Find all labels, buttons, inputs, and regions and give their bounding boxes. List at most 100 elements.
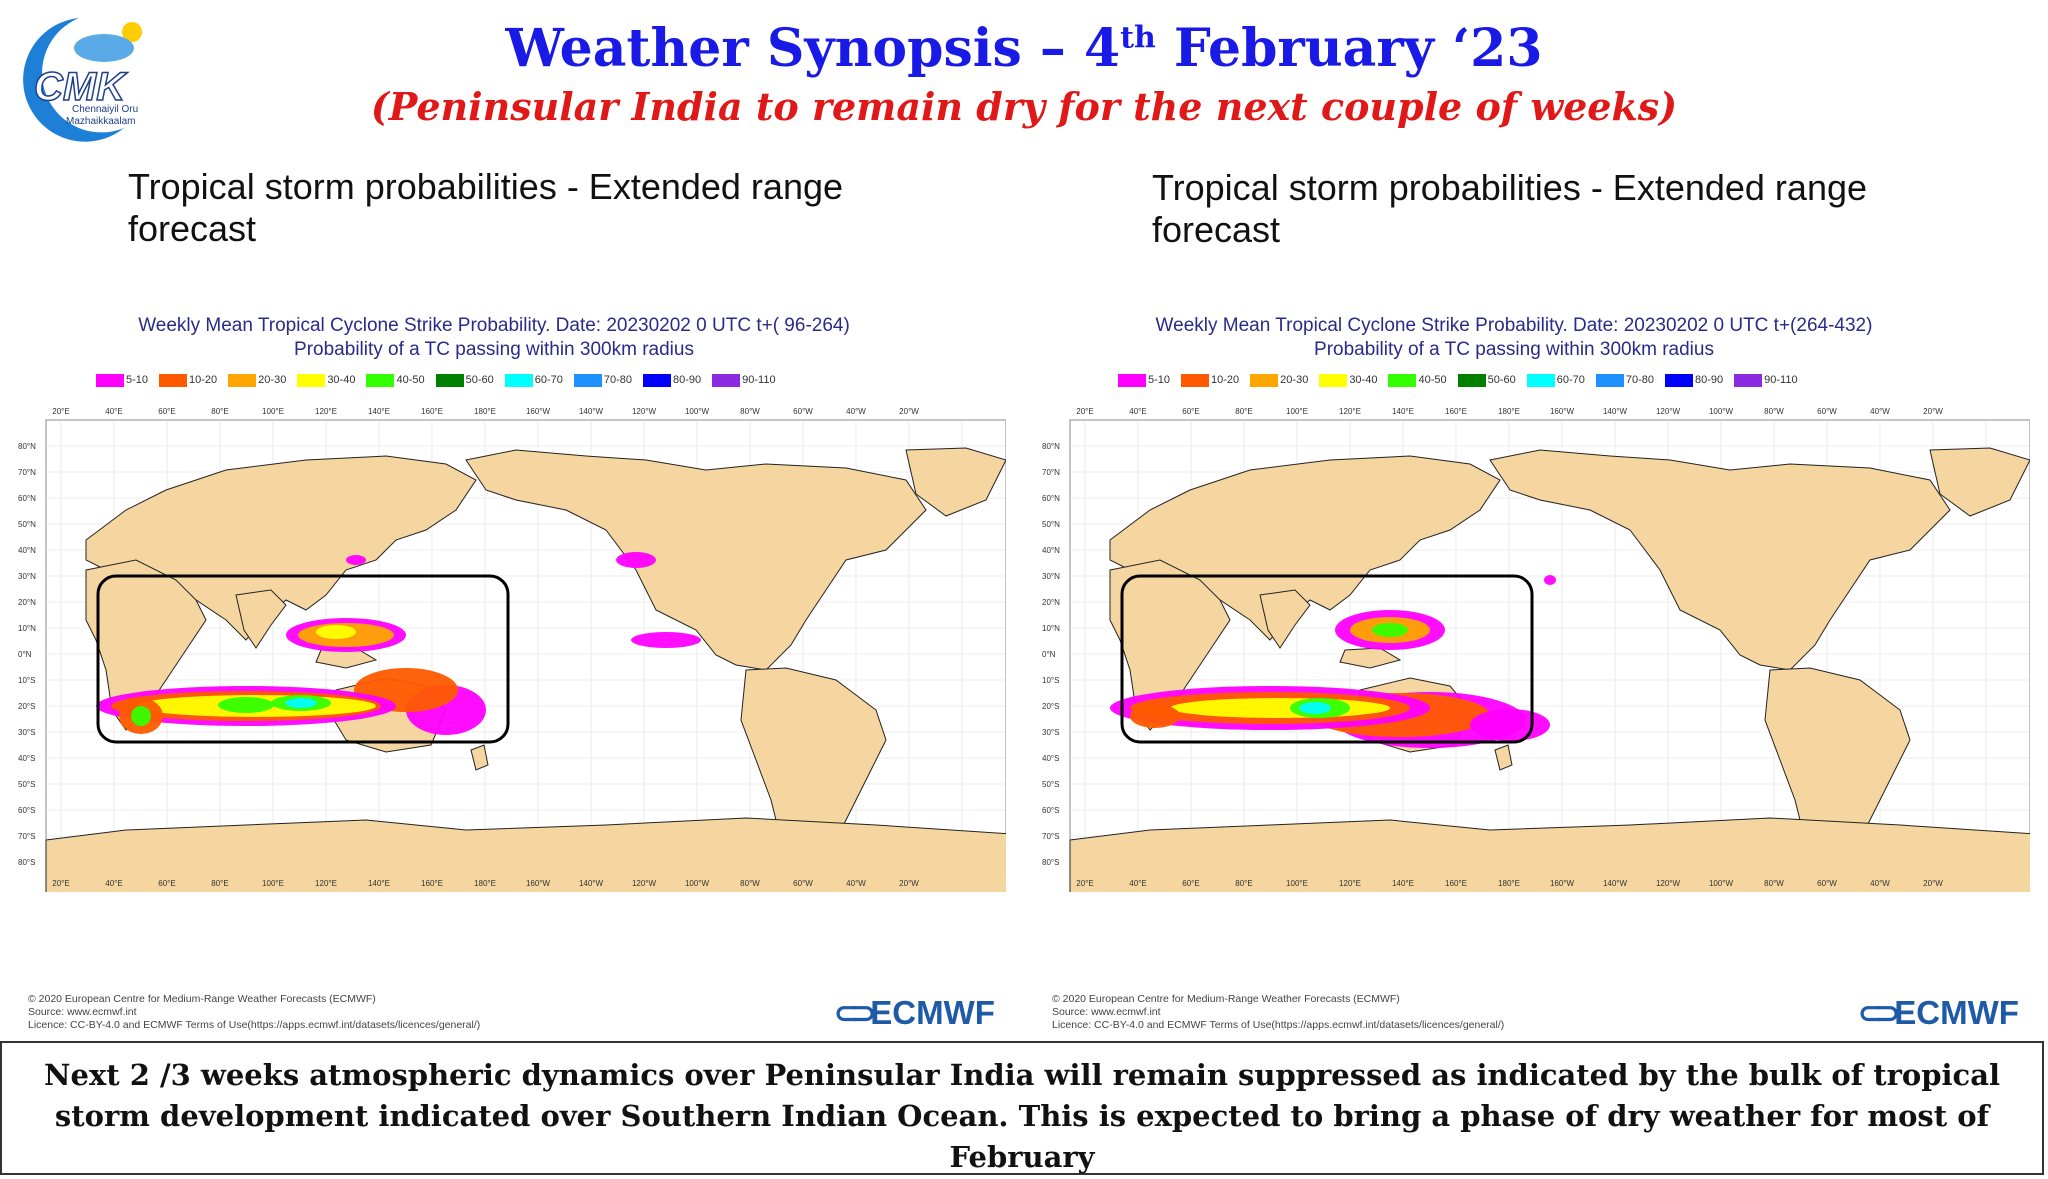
legend-label: 80-90 xyxy=(673,374,702,386)
lon-tick-label: 160°W xyxy=(1550,407,1575,416)
legend-item: 60-70 xyxy=(1526,373,1585,387)
lon-tick-label: 20°E xyxy=(1076,879,1093,888)
legend-item: 5-10 xyxy=(96,373,149,387)
legend-label: 60-70 xyxy=(534,374,563,386)
legend-swatch xyxy=(1181,373,1210,387)
lon-tick-label: 180°E xyxy=(474,407,496,416)
land-mass xyxy=(905,447,1007,517)
lat-tick-label: 60°N xyxy=(1042,494,1060,503)
lon-tick-label: 40°E xyxy=(105,407,122,416)
lon-tick-label: 80°W xyxy=(1764,407,1784,416)
lat-tick-label: 60°S xyxy=(18,806,35,815)
legend-label: 30-40 xyxy=(327,374,356,386)
lat-tick-label: 70°S xyxy=(1042,832,1059,841)
lon-tick-label: 160°W xyxy=(526,879,551,888)
lon-tick-label: 80°W xyxy=(740,879,760,888)
right-chart-title: Weekly Mean Tropical Cyclone Strike Prob… xyxy=(1155,315,1873,360)
legend-label: 5-10 xyxy=(126,374,149,386)
lat-tick-label: 40°N xyxy=(1042,546,1060,555)
legend-swatch xyxy=(297,373,326,387)
lon-tick-label: 140°W xyxy=(579,407,604,416)
lon-tick-label: 20°E xyxy=(52,879,69,888)
lat-tick-label: 80°S xyxy=(1042,858,1059,867)
probability-area xyxy=(616,552,656,568)
legend-item: 40-50 xyxy=(366,373,425,387)
lon-tick-label: 120°E xyxy=(315,407,337,416)
left-legend: 5-10 10-20 20-30 30-40 40-50 50-60 60-70 70-80 8… xyxy=(96,371,787,389)
right-ecmwf-logo: ⊂⊃ ECMWF xyxy=(1858,994,2019,1031)
lon-tick-label: 40°E xyxy=(1129,879,1146,888)
left-footer: © 2020 European Centre for Medium-Range … xyxy=(28,993,481,1031)
lat-tick-label: 40°S xyxy=(1042,754,1059,763)
lon-tick-label: 120°W xyxy=(632,407,657,416)
legend-swatch xyxy=(1388,373,1417,387)
legend-item: 90-110 xyxy=(712,373,776,387)
probability-area xyxy=(1170,698,1390,718)
lon-tick-label: 80°E xyxy=(211,879,228,888)
left-probability-map: 20°E 20°E 40°E 40°E 60°E 60°E 80°E 80°E 100°E 100… xyxy=(16,402,1027,901)
logo-text: CMK xyxy=(34,65,128,109)
lon-tick-label: 20°W xyxy=(899,879,919,888)
legend-item: 80-90 xyxy=(1665,373,1723,387)
lon-tick-label: 40°W xyxy=(1870,407,1890,416)
lat-tick-label: 40°N xyxy=(18,546,36,555)
legend-label: 70-80 xyxy=(1625,374,1655,386)
lat-tick-label: 10°S xyxy=(1042,676,1059,685)
land-mass xyxy=(1259,589,1311,649)
legend-swatch xyxy=(1457,373,1486,387)
legend-swatch xyxy=(159,373,188,387)
left-ecmwf-logo: ⊂⊃ ECMWF xyxy=(834,994,995,1031)
lon-tick-label: 140°W xyxy=(1603,879,1628,888)
right-footer: © 2020 European Centre for Medium-Range … xyxy=(1052,993,1505,1031)
legend-swatch xyxy=(366,373,395,387)
lat-tick-label: 20°S xyxy=(1042,702,1059,711)
legend-swatch xyxy=(435,373,464,387)
land-mass xyxy=(1494,744,1513,771)
lon-tick-label: 100°E xyxy=(1286,407,1308,416)
land-mass xyxy=(470,744,489,771)
legend-swatch xyxy=(1319,373,1348,387)
lon-tick-label: 100°W xyxy=(1709,407,1734,416)
lat-tick-label: 20°N xyxy=(1042,598,1060,607)
lat-tick-label: 70°N xyxy=(18,468,36,477)
lat-tick-label: 50°N xyxy=(18,520,36,529)
land-mass xyxy=(1929,447,2031,517)
legend-item: 20-30 xyxy=(1250,373,1308,387)
legend-label: 70-80 xyxy=(603,374,633,386)
lon-tick-label: 20°W xyxy=(1923,407,1943,416)
lat-tick-label: 60°N xyxy=(18,494,36,503)
lon-tick-label: 140°E xyxy=(1392,407,1414,416)
lon-tick-label: 140°E xyxy=(368,407,390,416)
legend-item: 80-90 xyxy=(643,373,702,387)
lon-tick-label: 100°E xyxy=(262,879,284,888)
lat-tick-label: 20°S xyxy=(18,702,35,711)
lon-tick-label: 80°E xyxy=(211,407,228,416)
lon-tick-label: 40°E xyxy=(105,879,122,888)
logo-caption-2: Mazhaikkaalam xyxy=(66,116,135,127)
lon-tick-label: 60°E xyxy=(1182,879,1199,888)
probability-area xyxy=(1544,575,1556,585)
lat-tick-label: 50°S xyxy=(1042,780,1059,789)
lon-tick-label: 140°W xyxy=(579,879,604,888)
lon-tick-label: 40°E xyxy=(1129,407,1146,416)
legend-label: 30-40 xyxy=(1349,374,1378,386)
right-panel-heading: Tropical storm probabilities - Extended … xyxy=(1152,167,1868,250)
lon-tick-label: 180°E xyxy=(1498,407,1520,416)
lon-tick-label: 120°E xyxy=(315,879,337,888)
lat-tick-label: 10°N xyxy=(18,624,36,633)
summary-text: Next 2 /3 weeks atmospheric dynamics ove… xyxy=(43,1058,2001,1174)
lon-tick-label: 60°W xyxy=(793,879,813,888)
lon-tick-label: 180°E xyxy=(474,879,496,888)
legend-label: 20-30 xyxy=(258,374,287,386)
lon-tick-label: 80°W xyxy=(1764,879,1784,888)
probability-area xyxy=(346,555,366,565)
probability-area xyxy=(316,625,356,639)
page-title: Weather Synopsis – 4th February ‘23 xyxy=(505,18,1543,79)
land-mass xyxy=(235,589,287,649)
lon-tick-label: 20°W xyxy=(899,407,919,416)
probability-area xyxy=(1470,709,1550,741)
legend-label: 50-60 xyxy=(465,374,494,386)
probability-area xyxy=(131,706,151,726)
lat-tick-label: 30°N xyxy=(1042,572,1060,581)
lon-tick-label: 100°W xyxy=(1709,879,1734,888)
